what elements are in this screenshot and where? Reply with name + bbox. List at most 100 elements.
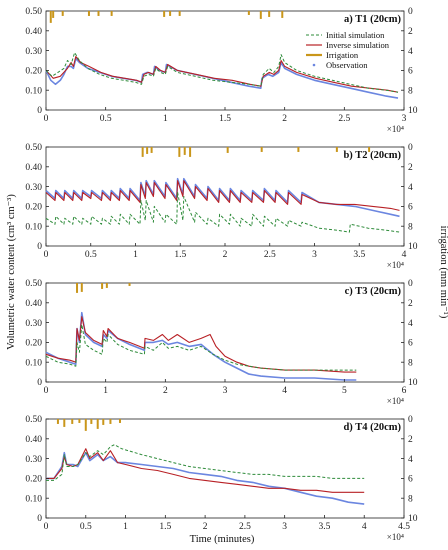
x-tick-label: 3.5 bbox=[319, 522, 331, 532]
left-axis-label: Volumetric water content (cm³ cm⁻³) bbox=[6, 194, 17, 350]
series-inverse-line bbox=[45, 316, 357, 373]
x-tick-label: 6 bbox=[402, 386, 407, 396]
y-tick-label: 0.30 bbox=[25, 455, 42, 465]
x-tick-label: 3 bbox=[223, 386, 228, 396]
x-multiplier: ×10⁴ bbox=[387, 124, 404, 134]
series-initial-line bbox=[45, 52, 399, 93]
irrigation-bar bbox=[97, 11, 100, 16]
x-tick-label: 2.5 bbox=[264, 250, 276, 260]
panel-title: a) T1 (20cm) bbox=[344, 14, 401, 25]
y2-tick-label: 10 bbox=[408, 514, 418, 524]
y2-tick-label: 4 bbox=[408, 183, 413, 193]
irrigation-bar bbox=[183, 147, 186, 155]
irrigation-bar bbox=[63, 419, 66, 427]
y-tick-label: 0 bbox=[37, 514, 42, 524]
x-multiplier: ×10⁴ bbox=[387, 260, 404, 270]
y-tick-label: 0.50 bbox=[25, 279, 42, 289]
y-tick-label: 0.20 bbox=[25, 203, 42, 213]
x-tick-label: 4 bbox=[282, 386, 287, 396]
y2-tick-label: 6 bbox=[408, 475, 413, 485]
series-observation-line bbox=[46, 451, 365, 505]
series-inverse-line bbox=[45, 55, 399, 93]
x-tick-label: 1.5 bbox=[174, 250, 186, 260]
irrigation-bar bbox=[163, 11, 166, 17]
irrigation-bar bbox=[335, 147, 338, 152]
x-tick-label: 0.5 bbox=[80, 522, 92, 532]
irrigation-bar bbox=[178, 11, 181, 16]
series-initial-line bbox=[45, 192, 400, 233]
plot-frame bbox=[45, 10, 405, 111]
x-multiplier: ×10⁴ bbox=[387, 532, 404, 542]
y-tick-label: 0 bbox=[37, 106, 42, 116]
x-tick-label: 5 bbox=[342, 386, 347, 396]
y2-tick-label: 2 bbox=[408, 435, 413, 445]
panel-title: c) T3 (20cm) bbox=[345, 286, 402, 297]
x-tick-label: 0 bbox=[44, 386, 49, 396]
irrigation-bar bbox=[105, 283, 108, 288]
legend-label: Inverse simulation bbox=[326, 40, 390, 50]
irrigation-bar bbox=[90, 419, 93, 424]
x-tick-label: 2 bbox=[163, 386, 168, 396]
series-inverse-line bbox=[46, 448, 365, 493]
y2-tick-label: 4 bbox=[408, 455, 413, 465]
y2-tick-label: 10 bbox=[408, 242, 418, 252]
x-tick-label: 1 bbox=[133, 250, 138, 260]
irrigation-bar bbox=[247, 11, 250, 15]
irrigation-bar bbox=[56, 419, 59, 424]
irrigation-bar bbox=[96, 419, 99, 429]
irrigation-bar bbox=[110, 11, 113, 16]
y-tick-label: 0.20 bbox=[25, 475, 42, 485]
y2-tick-label: 0 bbox=[408, 7, 413, 17]
legend-label: Initial simulation bbox=[326, 30, 385, 40]
panel-title: d) T4 (20cm) bbox=[343, 422, 401, 433]
y2-tick-label: 6 bbox=[408, 339, 413, 349]
y-tick-label: 0.50 bbox=[25, 415, 42, 425]
irrigation-bar bbox=[169, 11, 172, 16]
irrigation-bar bbox=[259, 11, 262, 19]
x-tick-label: 0.5 bbox=[100, 114, 112, 124]
y-tick-label: 0.10 bbox=[25, 222, 42, 232]
y2-tick-label: 2 bbox=[408, 163, 413, 173]
irrigation-bar bbox=[146, 147, 149, 154]
irrigation-bar bbox=[109, 419, 112, 424]
y-tick-label: 0.10 bbox=[25, 358, 42, 368]
y-tick-label: 0 bbox=[37, 378, 42, 388]
chart-panel-1: 0 0.10 0.20 0.30 0.40 0.50 0 2 4 6 8 10 0 0.5 1 1.5 2 2.5… bbox=[25, 7, 417, 134]
y-tick-label: 0.10 bbox=[25, 494, 42, 504]
x-tick-label: 1 bbox=[123, 522, 128, 532]
series-inverse-line bbox=[45, 180, 400, 211]
x-tick-label: 0 bbox=[44, 250, 49, 260]
y2-tick-label: 10 bbox=[408, 106, 418, 116]
y-tick-label: 0.40 bbox=[25, 435, 42, 445]
x-tick-label: 0 bbox=[44, 522, 49, 532]
irrigation-bar bbox=[128, 283, 131, 286]
x-tick-label: 3 bbox=[312, 250, 317, 260]
legend-label: Observation bbox=[326, 60, 368, 70]
y-tick-label: 0.50 bbox=[25, 7, 42, 17]
legend-label: Irrigation bbox=[326, 50, 359, 60]
irrigation-bar bbox=[80, 283, 83, 292]
plot-frame bbox=[45, 282, 405, 383]
y2-tick-label: 8 bbox=[408, 86, 413, 96]
y-tick-label: 0.10 bbox=[25, 86, 42, 96]
y2-tick-label: 8 bbox=[408, 358, 413, 368]
y-tick-label: 0.40 bbox=[25, 299, 42, 309]
x-tick-label: 1 bbox=[103, 386, 108, 396]
x-tick-label: 4 bbox=[362, 522, 367, 532]
irrigation-bar bbox=[297, 147, 300, 152]
y-tick-label: 0.30 bbox=[25, 319, 42, 329]
x-tick-label: 0 bbox=[44, 114, 49, 124]
irrigation-bar bbox=[76, 283, 79, 293]
series-initial-line bbox=[46, 444, 365, 481]
x-tick-label: 3 bbox=[282, 522, 287, 532]
y-tick-label: 0.50 bbox=[25, 143, 42, 153]
x-axis-label: Time (minutes) bbox=[190, 534, 255, 545]
x-tick-label: 3 bbox=[402, 114, 407, 124]
x-tick-label: 1.5 bbox=[219, 114, 231, 124]
y2-tick-label: 0 bbox=[408, 279, 413, 289]
irrigation-bar bbox=[260, 147, 263, 152]
x-tick-label: 0.5 bbox=[85, 250, 97, 260]
y-tick-label: 0.20 bbox=[25, 339, 42, 349]
